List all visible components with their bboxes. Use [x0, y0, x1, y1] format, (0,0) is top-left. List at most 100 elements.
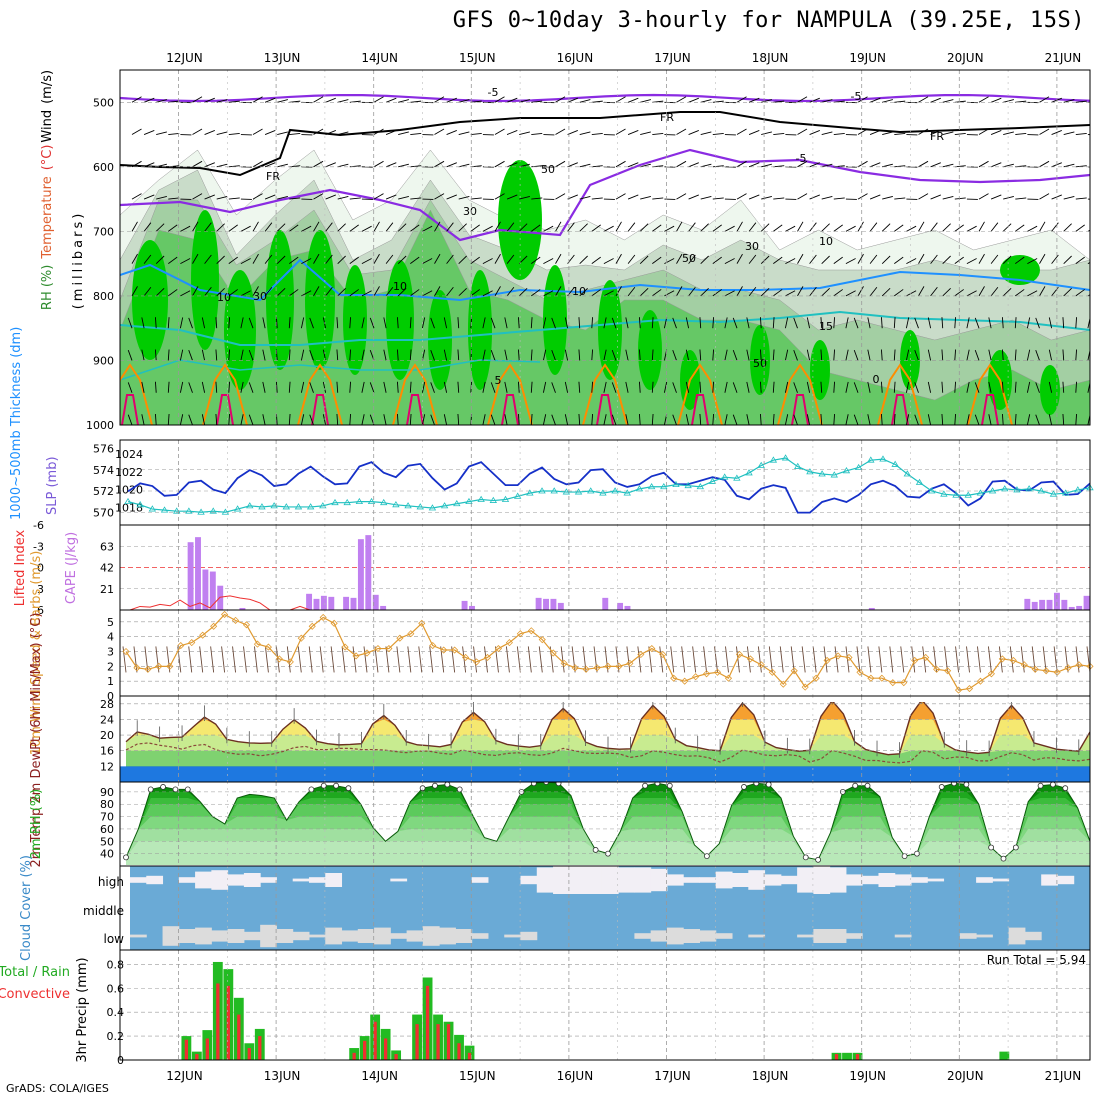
wind-speed-marker	[681, 677, 689, 685]
cloud-high-bar	[699, 877, 717, 883]
wind-barb	[712, 317, 715, 329]
wind-barb	[712, 224, 722, 232]
wind-barb	[905, 317, 910, 329]
rh-marker	[852, 782, 859, 789]
wind-speed-marker	[845, 653, 853, 662]
upper-ylabel-unit: (millibars)	[71, 211, 86, 310]
wind-barb	[228, 197, 240, 200]
wind-barb	[591, 100, 603, 103]
thickness-marker	[538, 487, 546, 494]
wind-barb	[127, 349, 133, 361]
wind-barb	[591, 349, 594, 361]
cloud-ylabel: Cloud Cover (%)	[19, 855, 34, 961]
wind-barb	[422, 258, 433, 265]
wind-barb	[421, 317, 426, 329]
wind-barb	[542, 317, 547, 329]
cape-bar	[1076, 605, 1083, 610]
date-label-top: 15JUN	[459, 51, 496, 65]
wind-barb	[309, 349, 314, 361]
wind-barb	[325, 130, 336, 135]
slp-line	[127, 461, 1091, 514]
wind-barb	[773, 224, 783, 232]
cape-bar	[380, 605, 387, 610]
wind-speed-marker	[648, 644, 656, 653]
cloud-low-bar	[1024, 931, 1042, 941]
wind-barb	[1027, 258, 1038, 265]
wind-barb	[192, 128, 203, 135]
precip-conv-bar	[855, 1054, 860, 1060]
wind-barb	[443, 381, 448, 393]
rh-marker	[666, 782, 673, 789]
wind-barb	[1039, 253, 1046, 264]
wind-barb	[748, 97, 760, 103]
wind-speed-marker	[724, 674, 733, 682]
wind-barb	[603, 225, 614, 232]
temp-tick-label: 12	[100, 760, 114, 773]
surface-wind-barb	[801, 646, 806, 673]
wind-barb	[905, 381, 910, 393]
wind-barb	[422, 225, 433, 232]
wind-speed-marker	[319, 613, 327, 621]
wind-barb	[820, 317, 823, 329]
wind-barb	[746, 349, 750, 361]
contour-label: 30	[745, 240, 759, 253]
surface-wind-barb	[418, 646, 423, 673]
wind-barb	[373, 128, 384, 135]
wind-speed-marker	[242, 621, 251, 629]
wind-barb	[204, 286, 212, 297]
wind-barb	[700, 131, 712, 135]
cape-bar	[187, 542, 194, 610]
wind-barb	[192, 193, 203, 200]
wind-speed-marker	[221, 610, 229, 619]
wind-speed-marker	[330, 619, 338, 627]
cape-bar	[1046, 599, 1053, 610]
cloud-low-bar	[504, 934, 522, 938]
cloud-low-bar	[813, 929, 831, 943]
wind-barb	[141, 349, 145, 361]
thickness-marker	[258, 503, 266, 510]
thickness-marker	[221, 508, 230, 515]
wind-barb	[337, 287, 346, 297]
wind-barb	[276, 223, 286, 232]
rh-marker	[938, 784, 945, 790]
wind-barb	[482, 414, 486, 425]
precip-total-bar	[842, 1052, 852, 1060]
wind-barb	[517, 413, 520, 425]
contour-magenta	[406, 394, 424, 425]
wind-barb	[336, 349, 339, 361]
wind-barb	[611, 414, 617, 425]
surface-wind-barb	[659, 646, 664, 673]
wind-barb	[821, 255, 830, 264]
contour-orange	[120, 363, 153, 425]
wind-barb	[663, 317, 668, 329]
wind-barb	[845, 381, 849, 393]
cloud-high-bar	[911, 877, 928, 883]
surface-wind-barb	[254, 646, 258, 673]
wind-barb	[914, 317, 919, 329]
wind-barb	[143, 286, 152, 297]
thickness-marker	[720, 473, 729, 480]
wind-speed-marker	[878, 674, 886, 682]
wind-barb	[853, 414, 859, 425]
thickness-marker	[818, 470, 826, 477]
contour-minus5-upper	[120, 93, 1090, 103]
wind-barb	[252, 286, 259, 297]
cloud-low-bar	[894, 934, 912, 938]
wind-barb	[434, 221, 441, 232]
wind-barb	[821, 223, 830, 232]
wind-barb	[773, 197, 785, 200]
thickness-marker	[550, 487, 558, 494]
wind-barb	[699, 317, 702, 329]
wind-barb	[882, 163, 893, 168]
wind-barb	[490, 382, 496, 393]
wind-barb	[942, 131, 954, 135]
surface-wind-barb	[998, 646, 1003, 673]
rh-marker	[333, 782, 340, 789]
rh-marker	[1050, 782, 1056, 788]
thickness-marker	[757, 461, 765, 468]
wind-barb	[1048, 414, 1053, 425]
wind-barb	[954, 349, 957, 361]
wind-barb	[651, 413, 654, 425]
